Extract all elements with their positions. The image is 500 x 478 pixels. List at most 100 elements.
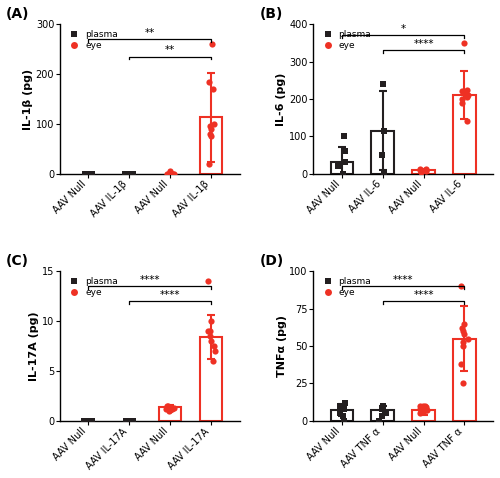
Point [375, 417, 383, 424]
Point [416, 409, 424, 417]
Point [82, 417, 90, 424]
Text: ****: **** [160, 290, 180, 300]
Point [380, 168, 388, 175]
Point [418, 167, 426, 174]
Point [170, 170, 177, 177]
Point [416, 405, 424, 413]
Point [457, 360, 465, 368]
Point [334, 163, 342, 170]
Point [422, 406, 430, 414]
Point [206, 78, 214, 86]
Point [88, 170, 96, 177]
Point [380, 127, 388, 134]
Point [129, 170, 137, 177]
Point [128, 170, 136, 177]
Point [422, 167, 430, 174]
Point [166, 170, 174, 177]
Text: ****: **** [414, 39, 434, 49]
Bar [330, 410, 353, 421]
Point [458, 324, 466, 332]
Point [207, 337, 215, 345]
Point [464, 335, 472, 342]
Point [126, 170, 134, 177]
Point [128, 417, 136, 424]
Point [206, 122, 214, 130]
Point [460, 39, 468, 47]
Point [458, 338, 466, 346]
Text: (A): (A) [6, 7, 30, 22]
Text: ****: **** [393, 275, 413, 285]
Point [422, 406, 430, 414]
Point [462, 86, 470, 93]
Point [162, 405, 170, 413]
Point [340, 417, 348, 424]
Point [170, 170, 178, 177]
Point [206, 327, 214, 335]
Point [422, 166, 430, 174]
Bar [412, 170, 435, 174]
Point [129, 417, 137, 424]
Text: (D): (D) [260, 254, 283, 268]
Point [81, 170, 89, 177]
Point [84, 170, 92, 177]
Bar [372, 410, 394, 421]
Point [84, 170, 92, 177]
Point [88, 417, 96, 424]
Point [164, 404, 172, 412]
Point [166, 170, 174, 177]
Point [417, 168, 425, 175]
Point [378, 413, 386, 420]
Point [459, 327, 467, 335]
Point [86, 170, 94, 177]
Point [82, 170, 90, 177]
Point [204, 327, 212, 335]
Point [422, 403, 430, 411]
Point [420, 402, 428, 410]
Point [204, 160, 212, 167]
Point [208, 40, 216, 48]
Y-axis label: IL-6 (pg): IL-6 (pg) [276, 72, 286, 126]
Y-axis label: TNFα (pg): TNFα (pg) [276, 315, 286, 377]
Point [379, 80, 387, 88]
Point [125, 417, 133, 424]
Point [210, 120, 218, 128]
Legend: plasma, eye: plasma, eye [64, 29, 118, 51]
Y-axis label: IL-1β (pg): IL-1β (pg) [23, 68, 33, 130]
Point [122, 417, 130, 424]
Point [167, 170, 175, 177]
Point [86, 417, 94, 424]
Point [458, 87, 466, 95]
Point [464, 91, 472, 99]
Point [457, 282, 465, 290]
Y-axis label: IL-17A (pg): IL-17A (pg) [29, 311, 39, 381]
Text: ****: **** [414, 290, 434, 300]
Point [166, 406, 173, 413]
Point [209, 357, 217, 365]
Bar [330, 162, 353, 174]
Point [166, 167, 174, 175]
Point [124, 417, 132, 424]
Point [168, 405, 176, 413]
Point [163, 402, 171, 410]
Bar [372, 130, 394, 174]
Point [418, 402, 426, 410]
Point [210, 342, 218, 350]
Point [382, 409, 390, 417]
Point [419, 408, 427, 415]
Point [208, 317, 216, 325]
Bar [200, 337, 222, 421]
Bar [159, 407, 182, 421]
Point [84, 417, 92, 424]
Point [459, 380, 467, 387]
Point [84, 170, 92, 177]
Point [166, 407, 173, 414]
Legend: plasma, eye: plasma, eye [64, 276, 118, 298]
Point [168, 170, 176, 177]
Bar [453, 95, 475, 174]
Bar [412, 410, 435, 421]
Bar [453, 338, 475, 421]
Point [462, 118, 470, 125]
Point [206, 130, 214, 138]
Text: (B): (B) [260, 7, 282, 22]
Point [338, 170, 346, 177]
